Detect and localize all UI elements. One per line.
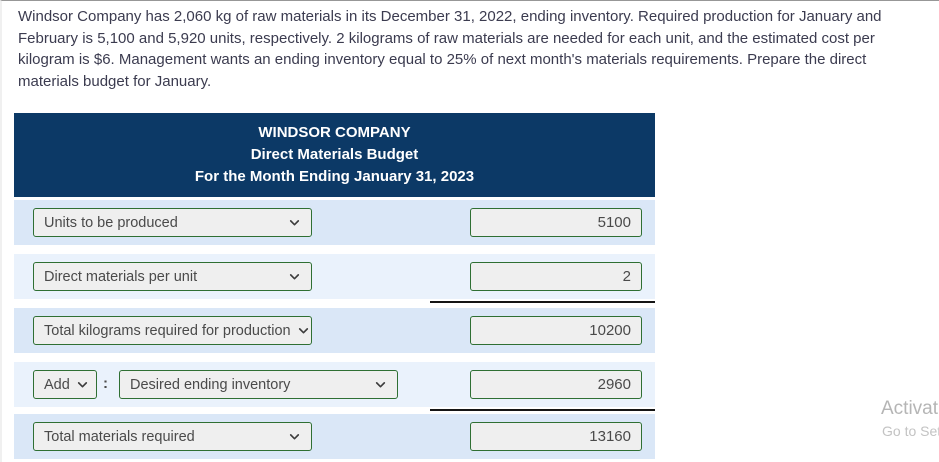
subtotal-rule-line — [430, 409, 655, 411]
dropdown-selected-label: Add — [44, 376, 70, 393]
budget-row-materials-per-unit: Direct materials per unit — [14, 254, 655, 299]
chevron-down-icon — [289, 220, 300, 226]
question-line: materials budget for January. — [18, 73, 212, 91]
chevron-down-icon — [289, 434, 300, 440]
chevron-down-icon — [375, 382, 386, 388]
budget-period: For the Month Ending January 31, 2023 — [194, 168, 475, 185]
windows-activation-watermark-line1: Activat — [881, 398, 939, 419]
row1-label-dropdown[interactable]: Units to be produced — [33, 208, 312, 237]
budget-row-total-kg-production: Total kilograms required for production — [14, 308, 655, 353]
question-line: February is 5,100 and 5,920 units, respe… — [18, 29, 875, 47]
row4-add-dropdown[interactable]: Add — [33, 370, 97, 399]
row4-value-input[interactable] — [470, 370, 642, 399]
dropdown-selected-label: Direct materials per unit — [44, 268, 198, 285]
table-header: WINDSOR COMPANY Direct Materials Budget … — [14, 113, 655, 197]
chevron-down-icon — [298, 328, 308, 334]
separator-colon: : — [103, 375, 108, 392]
chevron-down-icon — [77, 382, 87, 388]
budget-row-units-produced: Units to be produced — [14, 200, 655, 245]
row4-label-dropdown[interactable]: Desired ending inventory — [119, 370, 398, 399]
chevron-down-icon — [289, 274, 300, 280]
budget-row-total-materials-required: Total materials required — [14, 414, 655, 459]
dropdown-selected-label: Units to be produced — [44, 214, 178, 231]
row2-label-dropdown[interactable]: Direct materials per unit — [33, 262, 312, 291]
row5-value-input[interactable] — [470, 422, 642, 451]
budget-title: Direct Materials Budget — [250, 146, 419, 163]
row3-value-input[interactable] — [470, 316, 642, 345]
question-line: Windsor Company has 2,060 kg of raw mate… — [18, 8, 882, 25]
row1-value-input[interactable] — [470, 208, 642, 237]
row2-value-input[interactable] — [470, 262, 642, 291]
budget-row-desired-ending-inventory: Add : Desired ending inventory — [14, 362, 655, 407]
question-text: Windsor Company has 2,060 kg of raw mate… — [18, 6, 928, 93]
row5-label-dropdown[interactable]: Total materials required — [33, 422, 312, 451]
dropdown-selected-label: Total materials required — [44, 428, 195, 445]
company-name: WINDSOR COMPANY — [258, 124, 411, 141]
row3-label-dropdown[interactable]: Total kilograms required for production — [33, 316, 312, 345]
windows-activation-watermark-line2: Go to Set — [882, 423, 939, 439]
dropdown-selected-label: Total kilograms required for production — [44, 322, 291, 339]
question-line: kilogram is $6. Management wants an endi… — [18, 51, 867, 69]
subtotal-rule-line — [430, 301, 655, 303]
direct-materials-budget-table: WINDSOR COMPANY Direct Materials Budget … — [14, 113, 655, 459]
dropdown-selected-label: Desired ending inventory — [130, 376, 291, 393]
